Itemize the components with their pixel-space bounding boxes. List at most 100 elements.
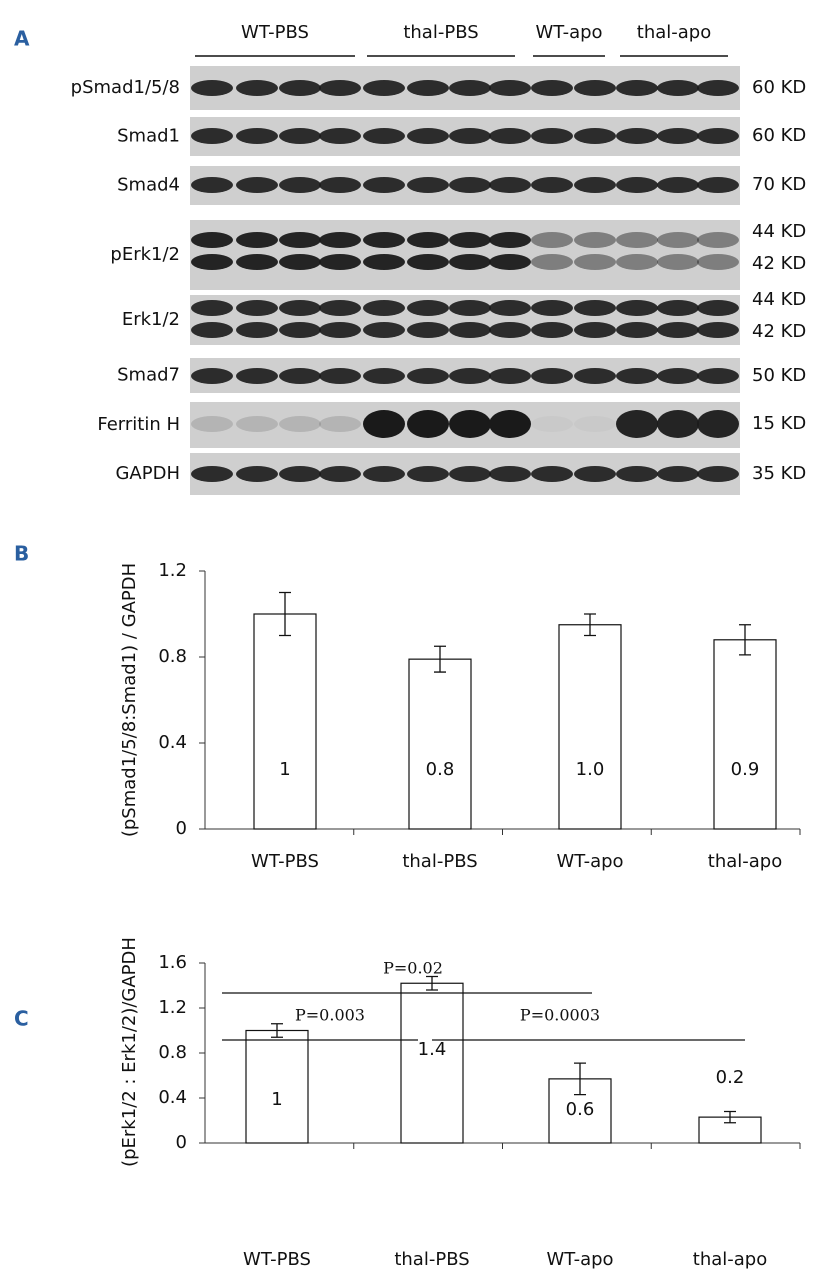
band (489, 232, 531, 248)
y-tick-label: 0.4 (158, 1087, 187, 1108)
band (574, 128, 616, 144)
band (191, 254, 233, 270)
panel-label: A (14, 27, 30, 51)
band (697, 410, 739, 438)
band (319, 232, 361, 248)
band (531, 416, 573, 432)
band (449, 368, 491, 384)
value-label: 1.0 (576, 759, 605, 780)
band (407, 128, 449, 144)
band (279, 368, 321, 384)
band (697, 466, 739, 482)
band (319, 80, 361, 96)
y-tick-label: 0 (176, 818, 187, 839)
band (657, 300, 699, 316)
panel-label: B (14, 542, 29, 566)
error-bar (584, 613, 596, 637)
band (449, 128, 491, 144)
band (697, 368, 739, 384)
band (191, 300, 233, 316)
band (279, 254, 321, 270)
band (531, 466, 573, 482)
kd-label: 42 KD (752, 321, 806, 342)
band (616, 232, 658, 248)
band (574, 466, 616, 482)
x-tick-label: thal-apo (708, 851, 782, 872)
band (363, 322, 405, 338)
band (574, 368, 616, 384)
band (531, 254, 573, 270)
band (531, 300, 573, 316)
band (531, 80, 573, 96)
band (407, 322, 449, 338)
x-tick-label: thal-apo (693, 1249, 767, 1270)
band (616, 177, 658, 193)
kd-label: 60 KD (752, 125, 806, 146)
band (236, 177, 278, 193)
y-tick-label: 0.8 (158, 1042, 187, 1063)
row-label: Ferritin H (97, 414, 180, 435)
band (407, 232, 449, 248)
band (489, 254, 531, 270)
band (574, 177, 616, 193)
band (319, 322, 361, 338)
x-tick-label: WT-PBS (243, 1249, 311, 1270)
band (531, 177, 573, 193)
error-bar (739, 624, 751, 656)
band (279, 128, 321, 144)
error-bar (434, 645, 446, 673)
band (657, 254, 699, 270)
row-label: Smad1 (117, 126, 180, 147)
kd-label: 42 KD (752, 253, 806, 274)
value-label: 1.4 (418, 1039, 447, 1060)
band (489, 177, 531, 193)
band (574, 254, 616, 270)
band (407, 80, 449, 96)
band (697, 232, 739, 248)
band (616, 368, 658, 384)
band (616, 466, 658, 482)
band (363, 177, 405, 193)
panel-label: C (14, 1007, 29, 1031)
band (319, 416, 361, 432)
value-label: 1 (279, 759, 290, 780)
bar (400, 982, 464, 1144)
row-label: Smad7 (117, 365, 180, 386)
band (236, 128, 278, 144)
band (697, 300, 739, 316)
value-label: 1 (271, 1089, 282, 1110)
band (319, 254, 361, 270)
row-label: GAPDH (115, 463, 180, 484)
group-label: thal-PBS (403, 22, 478, 43)
band (236, 80, 278, 96)
kd-label: 60 KD (752, 77, 806, 98)
x-tick-label: thal-PBS (402, 851, 477, 872)
group-label: WT-PBS (241, 22, 309, 43)
band (489, 300, 531, 316)
band (616, 128, 658, 144)
band (449, 466, 491, 482)
kd-label: 70 KD (752, 174, 806, 195)
band (319, 368, 361, 384)
row-label: Erk1/2 (122, 309, 180, 330)
band (407, 410, 449, 438)
row-label: pErk1/2 (110, 244, 180, 265)
band (697, 254, 739, 270)
band (319, 128, 361, 144)
band (363, 466, 405, 482)
band (407, 177, 449, 193)
band (236, 300, 278, 316)
band (449, 410, 491, 438)
band (407, 368, 449, 384)
band (489, 80, 531, 96)
band (574, 300, 616, 316)
band (191, 177, 233, 193)
band (407, 254, 449, 270)
band (657, 410, 699, 438)
band (489, 410, 531, 438)
band (191, 466, 233, 482)
band (531, 128, 573, 144)
band (574, 416, 616, 432)
band (657, 368, 699, 384)
